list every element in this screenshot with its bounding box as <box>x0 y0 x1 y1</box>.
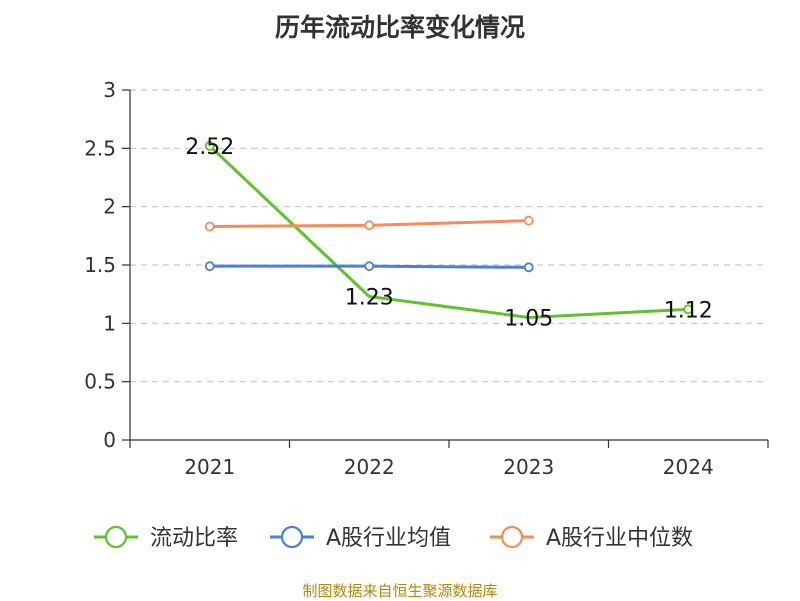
data-point <box>523 215 534 226</box>
chart-title: 历年流动比率变化情况 <box>274 13 525 42</box>
x-tick-label: 2021 <box>184 455 235 479</box>
data-label: 1.23 <box>345 286 394 311</box>
y-tick-label: 2 <box>103 195 116 219</box>
x-tick-label: 2023 <box>503 455 554 479</box>
data-point <box>523 262 534 273</box>
legend-item: A股行业中位数 <box>490 525 693 551</box>
y-tick-label: 0.5 <box>84 370 116 394</box>
data-label-layer: 2.52 1.23 1.05 1.12 <box>185 135 712 332</box>
y-tick-label: 1.5 <box>84 253 116 277</box>
legend-label: A股行业中位数 <box>546 526 693 551</box>
legend-item: 流动比率 <box>94 525 238 551</box>
legend-swatch-marker <box>280 525 304 549</box>
data-label: 1.05 <box>504 307 553 332</box>
legend-swatch-marker <box>500 525 524 549</box>
data-point <box>204 261 215 272</box>
grid-layer <box>130 89 768 383</box>
x-tick-label: 2024 <box>663 455 714 479</box>
data-point <box>204 221 215 232</box>
legend: 流动比率 A股行业均值 A股行业中位数 <box>94 525 693 551</box>
legend-swatch-marker <box>104 525 128 549</box>
legend-label: A股行业均值 <box>326 526 451 551</box>
data-point <box>204 141 215 151</box>
legend-label: 流动比率 <box>150 526 238 551</box>
data-point <box>364 261 375 272</box>
y-tick-label: 3 <box>103 78 116 102</box>
series-line <box>208 144 689 319</box>
source-note: 制图数据来自恒生聚源数据库 <box>302 582 498 600</box>
data-label: 1.12 <box>664 298 713 323</box>
y-tick-label: 1 <box>103 311 116 335</box>
data-point <box>364 220 375 231</box>
y-tick-label: 2.5 <box>84 136 116 160</box>
y-tick-label: 0 <box>103 428 116 452</box>
legend-item: A股行业均值 <box>270 525 451 551</box>
x-tick-label: 2022 <box>344 455 395 479</box>
data-label: 2.52 <box>185 135 234 160</box>
series-layer <box>204 141 694 319</box>
axis-layer: 0 0.5 1 1.5 2 2.5 3 2021 2022 2023 2024 <box>84 78 769 479</box>
data-point <box>683 304 694 315</box>
